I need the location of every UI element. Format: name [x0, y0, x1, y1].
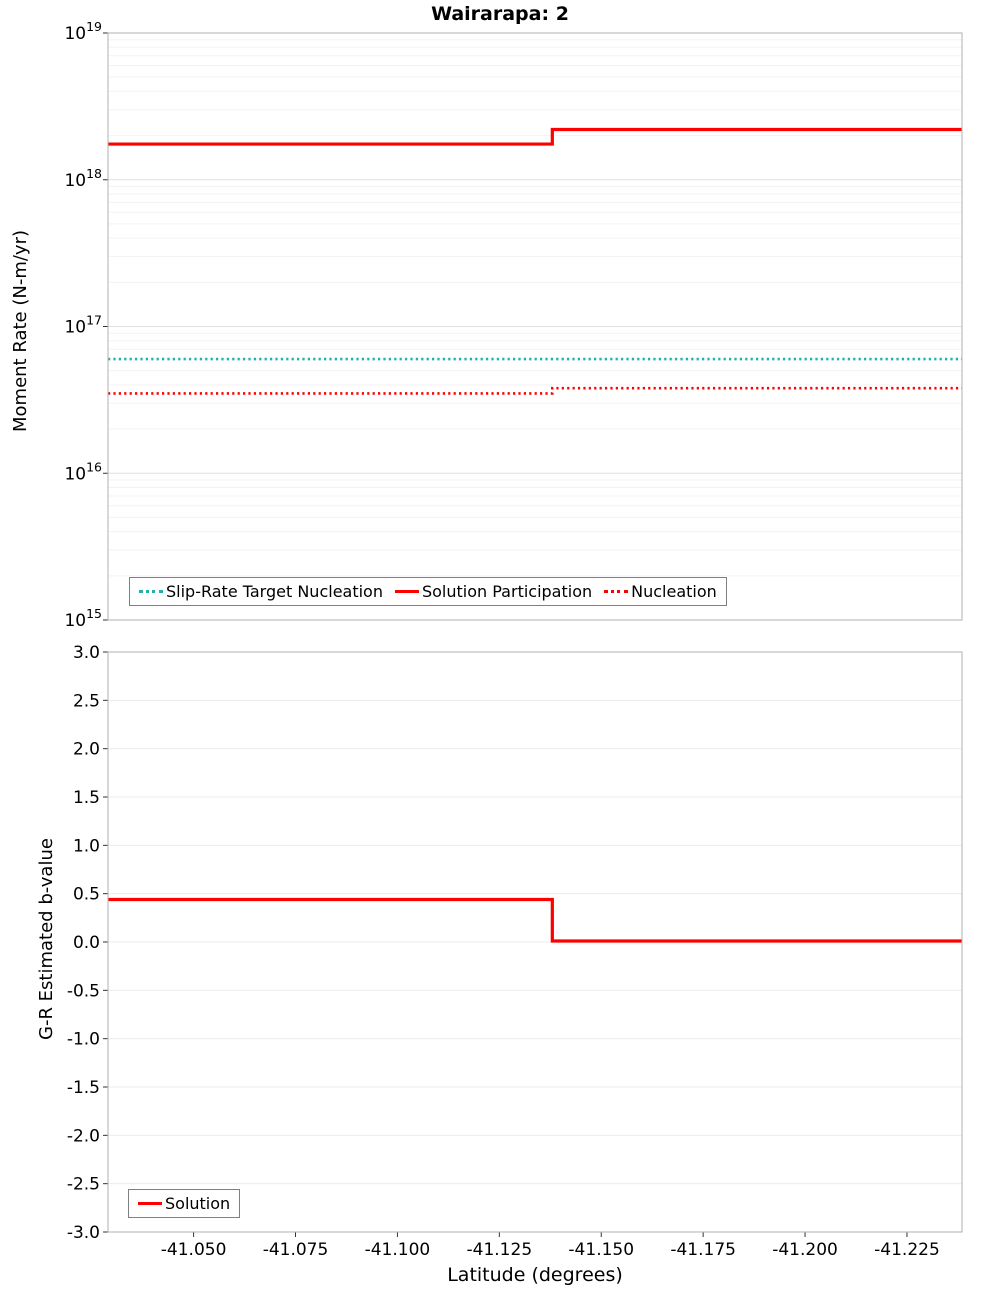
y-tick-label: 1016	[64, 459, 102, 484]
y-axis-label-moment-rate: Moment Rate (N-m/yr)	[10, 230, 31, 432]
legend-line-sample-red-solid-icon	[394, 590, 419, 593]
y-tick-exponent: 16	[86, 459, 102, 474]
legend-b-value: Solution	[128, 1189, 241, 1218]
y-tick-label: 1015	[64, 606, 102, 631]
y-tick-label: 3.0	[73, 643, 100, 663]
x-tick-label: -41.150	[568, 1240, 634, 1260]
legend-label-slip-rate-target-nucleation: Slip-Rate Target Nucleation	[166, 582, 383, 601]
y-tick-label: 0.0	[73, 933, 100, 953]
y-tick-exponent: 19	[86, 19, 102, 34]
x-tick-label: -41.050	[161, 1240, 227, 1260]
y-tick-label: 1017	[64, 313, 102, 338]
y-tick-label: -3.0	[67, 1223, 100, 1243]
legend-line-sample-teal-dotted-icon	[139, 590, 163, 593]
x-tick-label: -41.125	[467, 1240, 533, 1260]
chart-title: Wairarapa: 2	[431, 3, 569, 25]
y-tick-label: 1.0	[73, 836, 100, 856]
y-tick-exponent: 17	[86, 313, 102, 328]
x-tick-label: -41.225	[874, 1240, 940, 1260]
legend-label-nucleation: Nucleation	[631, 582, 717, 601]
legend-label-solution: Solution	[165, 1194, 231, 1213]
series-line-solution	[108, 897, 962, 943]
legend-item-solution: Solution	[138, 1194, 230, 1213]
legend-line-sample-red-dotted-icon	[604, 590, 629, 593]
legend-item-nucleation: Nucleation	[604, 582, 717, 601]
legend-label-solution-participation: Solution Participation	[421, 582, 593, 601]
x-tick-label: -41.100	[365, 1240, 431, 1260]
x-tick-label: -41.075	[263, 1240, 329, 1260]
x-axis-label: Latitude (degrees)	[447, 1264, 623, 1286]
y-tick-label: -2.0	[67, 1126, 100, 1146]
y-tick-label: 1.5	[73, 788, 100, 808]
y-tick-label: -2.5	[67, 1175, 100, 1195]
legend-moment-rate: Slip-Rate Target Nucleation Solution Par…	[129, 577, 727, 606]
y-tick-label: -1.0	[67, 1030, 100, 1050]
legend-line-sample-red-solid-icon	[138, 1202, 162, 1205]
y-tick-label: 2.0	[73, 740, 100, 760]
series-line-solution-participation	[108, 127, 962, 146]
y-tick-exponent: 15	[86, 606, 102, 621]
y-tick-exponent: 18	[86, 166, 102, 181]
y-tick-label: 0.5	[73, 885, 100, 905]
legend-item-slip-rate-target-nucleation: Slip-Rate Target Nucleation	[139, 582, 383, 601]
y-tick-label: -0.5	[67, 981, 100, 1001]
plot-border	[107, 32, 963, 621]
y-axis-label-b-value: G-R Estimated b-value	[36, 838, 57, 1040]
legend-item-solution-participation: Solution Participation	[394, 582, 593, 601]
y-tick-label: 1018	[64, 166, 102, 191]
plot-border	[107, 651, 963, 1233]
y-tick-label: -1.5	[67, 1078, 100, 1098]
x-tick-label: -41.175	[670, 1240, 736, 1260]
series-line-nucleation	[108, 386, 962, 395]
y-tick-label: 2.5	[73, 691, 100, 711]
x-tick-label: -41.200	[772, 1240, 838, 1260]
